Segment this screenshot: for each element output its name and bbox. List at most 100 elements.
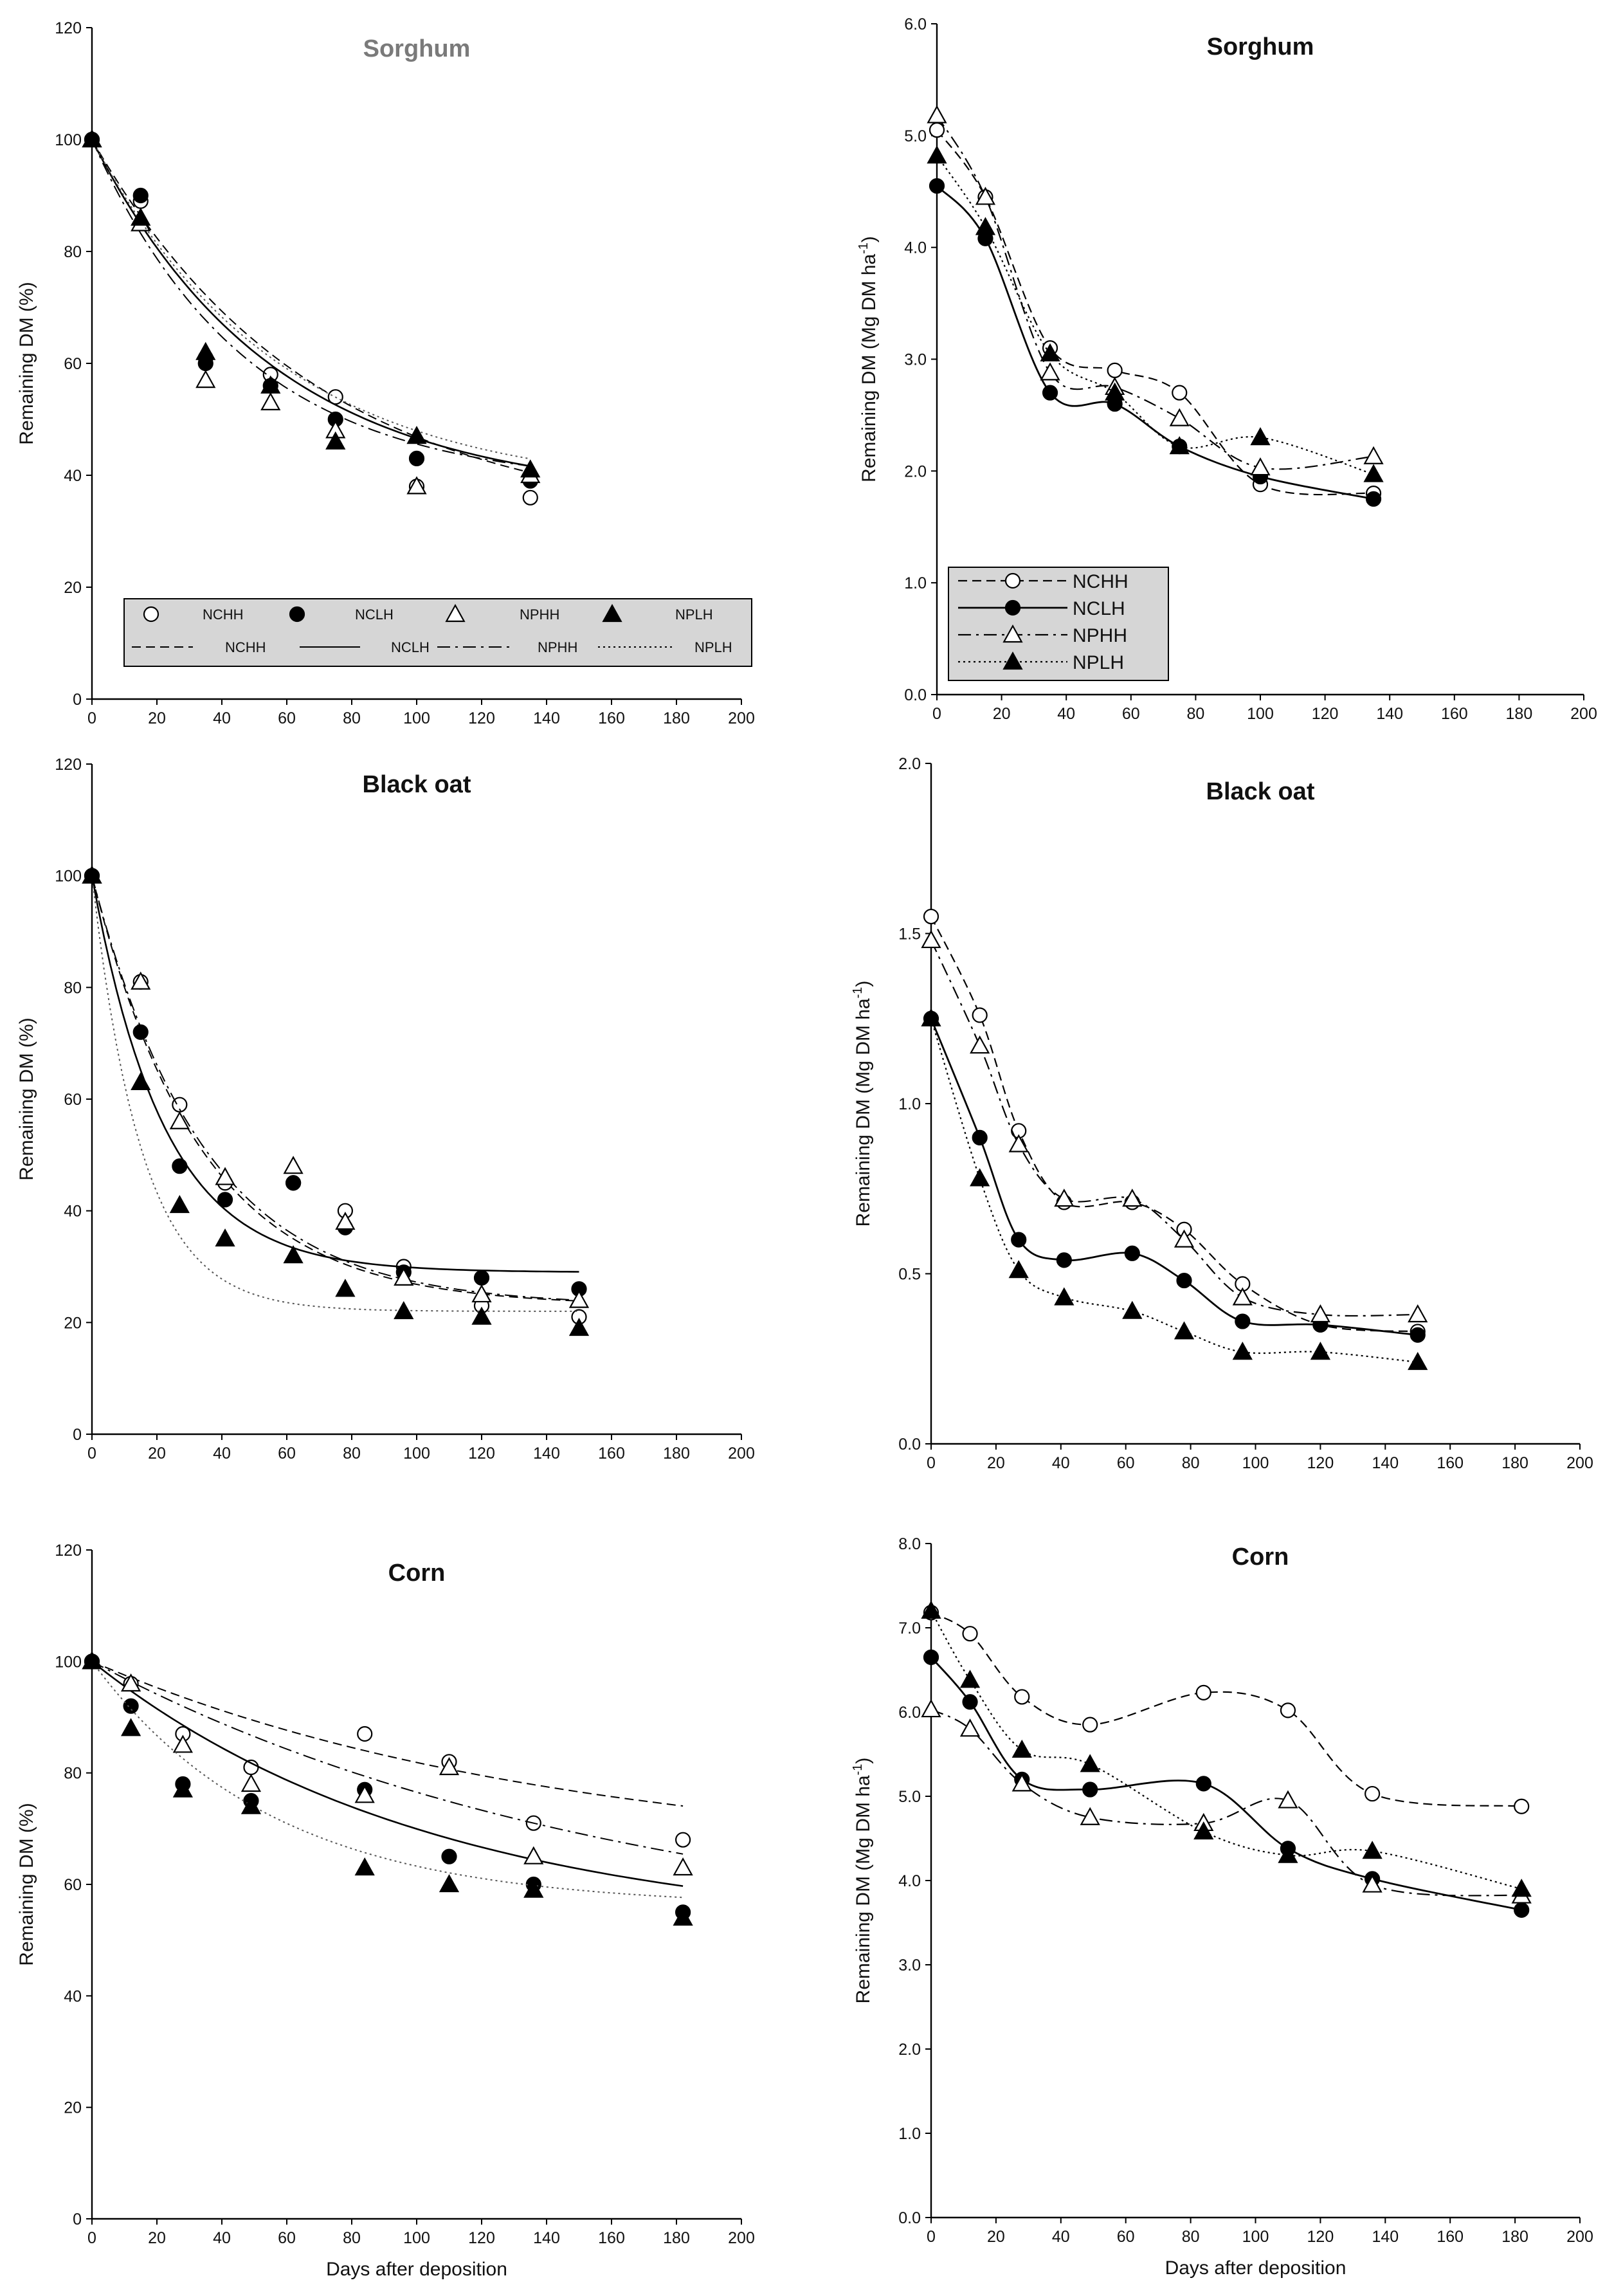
x-tick-label: 60: [278, 709, 296, 727]
y-axis-label-end: ): [858, 236, 880, 242]
y-tick-label: 60: [64, 1091, 82, 1109]
x-tick-label: 80: [343, 1444, 361, 1462]
x-tick-label: 80: [343, 709, 361, 727]
data-point-NCLH: [441, 1848, 457, 1864]
data-point-NPHH: [172, 1735, 194, 1753]
legend-marker-NPHH: [1002, 624, 1023, 643]
series-line-NCLH: [930, 1018, 1418, 1336]
series-line-NCLH: [936, 185, 1374, 500]
data-point-NCLH: [1410, 1327, 1426, 1343]
x-tick-label: 0: [927, 2228, 936, 2246]
series-NPHH: [927, 105, 1384, 476]
legend-label-NPHH: NPHH: [520, 606, 559, 623]
y-tick-label: 120: [55, 1542, 82, 1560]
data-point-NPLH: [169, 1194, 190, 1214]
data-point-NCLH: [962, 1694, 978, 1710]
series-NCHH: [929, 122, 1382, 502]
x-tick-label: 180: [663, 2229, 690, 2247]
legend-background: [948, 567, 1169, 681]
data-point-NPLH: [959, 1670, 981, 1688]
y-tick-label: 0.0: [898, 2209, 921, 2227]
y-tick-label: 100: [55, 868, 82, 886]
data-point-NCLH: [929, 178, 945, 194]
data-point-NCHH: [1014, 1689, 1030, 1705]
series-NPHH: [921, 1699, 1532, 1904]
legend-label-NPHH: NPHH: [1073, 625, 1127, 646]
x-tick-label: 60: [1117, 2228, 1135, 2246]
data-point-NPLH: [1278, 1845, 1298, 1863]
y-tick-label: 4.0: [904, 239, 927, 257]
data-point-NPLH: [1008, 1260, 1029, 1279]
chart-title: Sorghum: [1207, 33, 1314, 60]
x-tick-label: 120: [468, 1444, 495, 1462]
data-point-NCLH: [1514, 1902, 1530, 1918]
fit-curve-NCLH: [91, 1661, 684, 1887]
legend-marker-NCLH: [1004, 599, 1021, 616]
x-tick-label: 40: [213, 1444, 231, 1462]
data-point-NPHH: [215, 1167, 235, 1185]
series-NCHH: [84, 131, 538, 506]
x-tick-label: 20: [987, 1454, 1005, 1472]
series-line-NCHH: [930, 916, 1418, 1333]
data-point-NCHH: [1172, 385, 1188, 401]
series-NPLH: [927, 145, 1384, 482]
series-line-NPHH: [930, 940, 1418, 1317]
data-point-NPLH: [406, 426, 427, 444]
fit-curve-NCLH: [91, 875, 579, 1273]
x-tick-label: 160: [1437, 2228, 1464, 2246]
y-tick-label: 3.0: [898, 1956, 921, 1974]
data-point-NPLH: [439, 1873, 460, 1893]
legend-marker-NCLH: [289, 606, 305, 623]
data-point-NPHH: [1122, 1189, 1143, 1207]
x-tick-label: 100: [1242, 1454, 1269, 1472]
data-point-NCHH: [522, 489, 538, 506]
data-point-NCLH: [132, 1024, 149, 1040]
y-tick-label: 100: [55, 1653, 82, 1671]
data-point-NPLH: [82, 1651, 102, 1670]
fit-curve-NPHH: [91, 1661, 684, 1855]
x-tick-label: 120: [1307, 2228, 1334, 2246]
data-point-NCLH: [1042, 385, 1058, 401]
y-axis-label: Remaining DM (Mg DM ha-1): [851, 1758, 874, 2004]
y-axis-label-sup: -1: [851, 987, 865, 999]
x-tick-label: 120: [1312, 705, 1339, 723]
fit-curve-NPLH: [91, 875, 579, 1312]
y-tick-label: 0: [73, 1426, 82, 1444]
data-point-NPHH: [439, 1756, 460, 1776]
data-point-NCLH: [172, 1158, 188, 1174]
x-tick-label: 100: [403, 2229, 430, 2247]
y-tick-label: 5.0: [904, 127, 927, 145]
series-NPLH: [921, 1600, 1532, 1897]
data-point-NPLH: [1363, 464, 1384, 482]
data-point-NPLH: [240, 1796, 262, 1814]
data-point-NPHH: [260, 392, 281, 411]
data-point-NPLH: [921, 1008, 941, 1026]
fit-curve-NCHH: [91, 139, 531, 473]
y-axis-label-end: ): [853, 1758, 874, 1764]
x-tick-label: 160: [598, 2229, 625, 2247]
data-point-NPHH: [959, 1718, 981, 1737]
data-point-NPLH: [1122, 1300, 1143, 1319]
x-tick-label: 140: [533, 709, 560, 727]
y-tick-label: 60: [64, 355, 82, 373]
y-axis-label: Remaining DM (%): [16, 1803, 37, 1965]
data-point-NPHH: [1011, 1773, 1032, 1792]
series-line-NCHH: [936, 129, 1374, 496]
legend-label-NCHH: NCHH: [1073, 571, 1129, 592]
y-axis-label-end: ): [853, 981, 874, 987]
legend-line-label-NCLH: NCLH: [391, 639, 430, 655]
series-NCLH: [929, 178, 1382, 507]
y-axis-label: Remaining DM (Mg DM ha-1): [857, 236, 880, 482]
x-tick-label: 200: [1566, 1454, 1593, 1472]
chart-title: Corn: [1232, 1544, 1289, 1571]
chart-blackoat_pct: 0 20 40 60 80 100 120 140 160 180 200 0 20 40 60 80 100 1…: [16, 756, 755, 1462]
data-point-NPHH: [1174, 1229, 1195, 1248]
x-tick-label: 20: [148, 1444, 166, 1462]
y-tick-label: 1.5: [898, 925, 921, 943]
data-point-NPHH: [283, 1156, 304, 1174]
data-point-NCLH: [972, 1129, 988, 1146]
y-tick-label: 100: [55, 131, 82, 149]
y-axis-label: Remaining DM (Mg DM ha-1): [851, 981, 874, 1227]
data-point-NPLH: [283, 1245, 304, 1264]
legend-marker-NCHH: [1004, 572, 1021, 589]
